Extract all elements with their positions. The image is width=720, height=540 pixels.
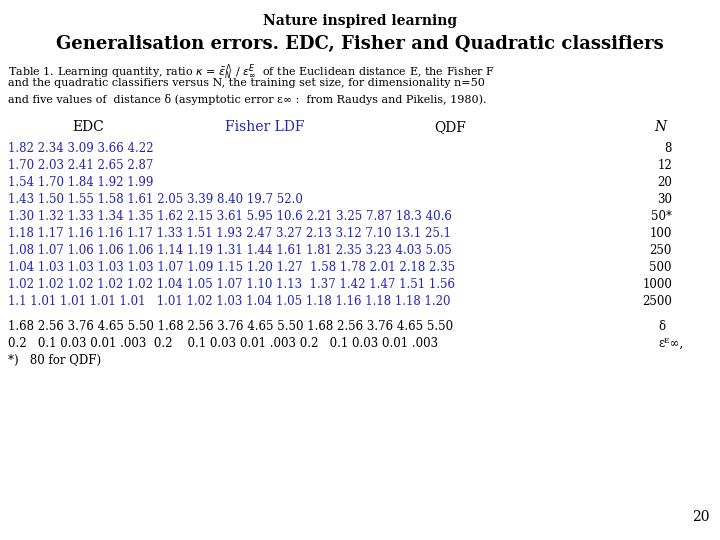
Text: Table 1. Learning quantity, ratio $\kappa$ = $\bar{\varepsilon}^{\,\Lambda}_{N}$: Table 1. Learning quantity, ratio $\kapp… (8, 62, 495, 82)
Text: 1000: 1000 (642, 278, 672, 291)
Text: Fisher LDF: Fisher LDF (225, 120, 305, 134)
Text: QDF: QDF (434, 120, 466, 134)
Text: εᴱ∞,: εᴱ∞, (658, 337, 683, 350)
Text: 12: 12 (657, 159, 672, 172)
Text: 1.70 2.03 2.41 2.65 2.87: 1.70 2.03 2.41 2.65 2.87 (8, 159, 153, 172)
Text: 1.82 2.34 3.09 3.66 4.22: 1.82 2.34 3.09 3.66 4.22 (8, 142, 153, 155)
Text: *)   80 for QDF): *) 80 for QDF) (8, 354, 101, 367)
Text: EDC: EDC (72, 120, 104, 134)
Text: 1.02 1.02 1.02 1.02 1.02 1.04 1.05 1.07 1.10 1.13  1.37 1.42 1.47 1.51 1.56: 1.02 1.02 1.02 1.02 1.02 1.04 1.05 1.07 … (8, 278, 455, 291)
Text: 50*: 50* (651, 210, 672, 223)
Text: 1.18 1.17 1.16 1.16 1.17 1.33 1.51 1.93 2.47 3.27 2.13 3.12 7.10 13.1 25.1: 1.18 1.17 1.16 1.16 1.17 1.33 1.51 1.93 … (8, 227, 451, 240)
Text: Generalisation errors. EDC, Fisher and Quadratic classifiers: Generalisation errors. EDC, Fisher and Q… (56, 35, 664, 53)
Text: 250: 250 (649, 244, 672, 257)
Text: 30: 30 (657, 193, 672, 206)
Text: 1.1 1.01 1.01 1.01 1.01   1.01 1.02 1.03 1.04 1.05 1.18 1.16 1.18 1.18 1.20: 1.1 1.01 1.01 1.01 1.01 1.01 1.02 1.03 1… (8, 295, 451, 308)
Text: 100: 100 (649, 227, 672, 240)
Text: 1.04 1.03 1.03 1.03 1.03 1.07 1.09 1.15 1.20 1.27  1.58 1.78 2.01 2.18 2.35: 1.04 1.03 1.03 1.03 1.03 1.07 1.09 1.15 … (8, 261, 455, 274)
Text: 1.08 1.07 1.06 1.06 1.06 1.14 1.19 1.31 1.44 1.61 1.81 2.35 3.23 4.03 5.05: 1.08 1.07 1.06 1.06 1.06 1.14 1.19 1.31 … (8, 244, 451, 257)
Text: δ: δ (658, 320, 665, 333)
Text: 8: 8 (665, 142, 672, 155)
Text: 20: 20 (693, 510, 710, 524)
Text: and the quadratic classifiers versus N, the training set size, for dimensionalit: and the quadratic classifiers versus N, … (8, 78, 485, 88)
Text: 1.54 1.70 1.84 1.92 1.99: 1.54 1.70 1.84 1.92 1.99 (8, 176, 153, 189)
Text: 20: 20 (657, 176, 672, 189)
Text: 1.30 1.32 1.33 1.34 1.35 1.62 2.15 3.61 5.95 10.6 2.21 3.25 7.87 18.3 40.6: 1.30 1.32 1.33 1.34 1.35 1.62 2.15 3.61 … (8, 210, 452, 223)
Text: 0.2   0.1 0.03 0.01 .003  0.2    0.1 0.03 0.01 .003 0.2   0.1 0.03 0.01 .003: 0.2 0.1 0.03 0.01 .003 0.2 0.1 0.03 0.01… (8, 337, 438, 350)
Text: and five values of  distance δ (asymptotic error ε∞ :  from Raudys and Pikelis, : and five values of distance δ (asymptoti… (8, 94, 487, 105)
Text: 1.68 2.56 3.76 4.65 5.50 1.68 2.56 3.76 4.65 5.50 1.68 2.56 3.76 4.65 5.50: 1.68 2.56 3.76 4.65 5.50 1.68 2.56 3.76 … (8, 320, 453, 333)
Text: 500: 500 (649, 261, 672, 274)
Text: 1.43 1.50 1.55 1.58 1.61 2.05 3.39 8.40 19.7 52.0: 1.43 1.50 1.55 1.58 1.61 2.05 3.39 8.40 … (8, 193, 303, 206)
Text: Nature inspired learning: Nature inspired learning (263, 14, 457, 28)
Text: 2500: 2500 (642, 295, 672, 308)
Text: N: N (654, 120, 666, 134)
